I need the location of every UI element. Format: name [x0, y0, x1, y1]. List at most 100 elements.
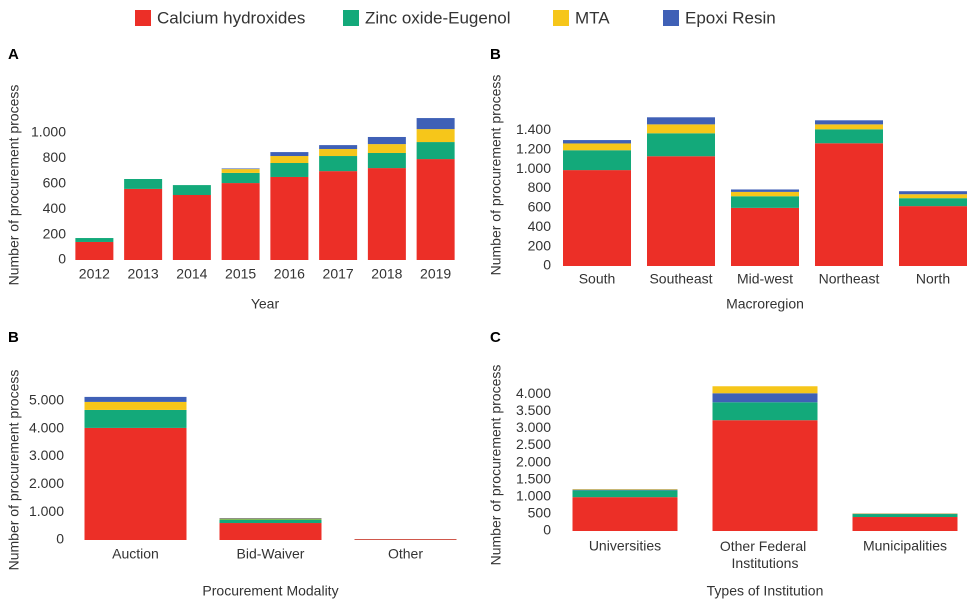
legend-swatch	[663, 10, 679, 26]
y-tick-label: 2.000	[29, 475, 64, 491]
x-tick-label: Other Federal Institutions	[720, 538, 810, 571]
y-tick-label: 0	[56, 531, 64, 547]
x-axis-label: Macroregion	[726, 296, 804, 312]
bar-segment	[367, 136, 406, 145]
x-tick-label: Municipalities	[863, 538, 947, 554]
y-tick-label: 1.400	[516, 121, 551, 137]
x-tick-label: 2012	[79, 266, 110, 282]
panel-label: B	[490, 46, 501, 63]
bar-segment	[563, 170, 631, 266]
x-tick-label: Auction	[112, 546, 159, 562]
bar-segment	[221, 183, 260, 260]
x-axis-label: Year	[251, 296, 280, 312]
y-tick-label: 400	[528, 218, 552, 234]
bar-segment	[270, 156, 309, 164]
y-tick-label: 3.000	[516, 419, 551, 435]
y-tick-label: 800	[528, 179, 552, 195]
bar-segment	[124, 179, 163, 189]
bar-segment	[270, 152, 309, 157]
legend-label: Calcium hydroxides	[157, 8, 305, 27]
bar-segment	[712, 386, 818, 394]
x-tick-label: 2015	[225, 266, 256, 282]
bar-segment	[319, 149, 358, 157]
y-tick-label: 1.000	[31, 124, 66, 140]
bar-segment	[172, 194, 211, 260]
bar-segment	[319, 171, 358, 260]
bar-segment	[647, 117, 715, 125]
y-tick-label: 1.500	[516, 470, 551, 486]
y-tick-label: 4.000	[516, 385, 551, 401]
y-tick-label: 4.000	[29, 419, 64, 435]
x-tick-label: 2017	[323, 266, 354, 282]
bar-segment	[75, 241, 114, 260]
x-tick-label: Mid-west	[737, 271, 793, 287]
y-axis-label: Number of procurement process	[6, 370, 22, 571]
bar-segment	[563, 150, 631, 171]
x-axis-label: Procurement Modality	[202, 583, 338, 599]
bar-segment	[416, 159, 455, 260]
bar-segment	[84, 396, 187, 402]
y-tick-label: 200	[43, 225, 67, 241]
x-tick-label: 2018	[371, 266, 402, 282]
bar-segment	[563, 140, 631, 144]
legend-label: Zinc oxide-Eugenol	[365, 8, 511, 27]
bar-segment	[572, 489, 678, 491]
bar-segment	[270, 163, 309, 177]
y-tick-label: 1.000	[29, 503, 64, 519]
y-tick-label: 3.500	[516, 402, 551, 418]
bar-segment	[815, 120, 883, 125]
bar-segment	[84, 401, 187, 410]
bar-segment	[852, 517, 958, 531]
y-tick-label: 600	[528, 199, 552, 215]
bar-segment	[647, 124, 715, 134]
legend-swatch	[135, 10, 151, 26]
x-tick-label: 2016	[274, 266, 305, 282]
bar-segment	[219, 518, 322, 519]
bar-segment	[219, 518, 322, 520]
legend-swatch	[553, 10, 569, 26]
bar-segment	[172, 185, 211, 195]
bar-segment	[319, 156, 358, 172]
y-tick-label: 5.000	[29, 392, 64, 408]
bar-segment	[416, 142, 455, 160]
bar-segment	[84, 427, 187, 540]
bar-segment	[647, 156, 715, 266]
x-tick-label: South	[579, 271, 616, 287]
bar-segment	[563, 143, 631, 151]
panel-label: C	[490, 329, 501, 346]
bar-segment	[572, 489, 678, 490]
y-tick-label: 400	[43, 200, 67, 216]
bar-segment	[221, 169, 260, 173]
bar-segment	[75, 238, 114, 242]
y-tick-label: 1.000	[516, 160, 551, 176]
x-tick-label: North	[916, 271, 950, 287]
panel-label: A	[8, 46, 19, 63]
bar-segment	[731, 189, 799, 192]
y-tick-label: 800	[43, 149, 67, 165]
bar-segment	[815, 124, 883, 130]
x-tick-label: Bid-Waiver	[237, 546, 305, 562]
bar-segment	[367, 168, 406, 260]
bar-segment	[852, 514, 958, 518]
legend-swatch	[343, 10, 359, 26]
x-tick-label: Other	[388, 546, 423, 562]
bar-segment	[712, 402, 818, 421]
panel-label: B	[8, 329, 19, 346]
y-tick-label: 0	[543, 522, 551, 538]
y-tick-label: 500	[528, 505, 552, 521]
bar-segment	[899, 191, 967, 195]
bar-segment	[219, 523, 322, 540]
x-axis-label: Types of Institution	[707, 583, 824, 599]
y-tick-label: 0	[58, 251, 66, 267]
bar-segment	[319, 145, 358, 150]
bar-segment	[124, 188, 163, 260]
bar-segment	[367, 152, 406, 169]
bar-segment	[815, 143, 883, 266]
bar-segment	[647, 133, 715, 157]
y-tick-label: 1.200	[516, 140, 551, 156]
bar-segment	[712, 420, 818, 531]
y-tick-label: 2.500	[516, 436, 551, 452]
bar-segment	[899, 206, 967, 266]
bar-segment	[712, 393, 818, 403]
